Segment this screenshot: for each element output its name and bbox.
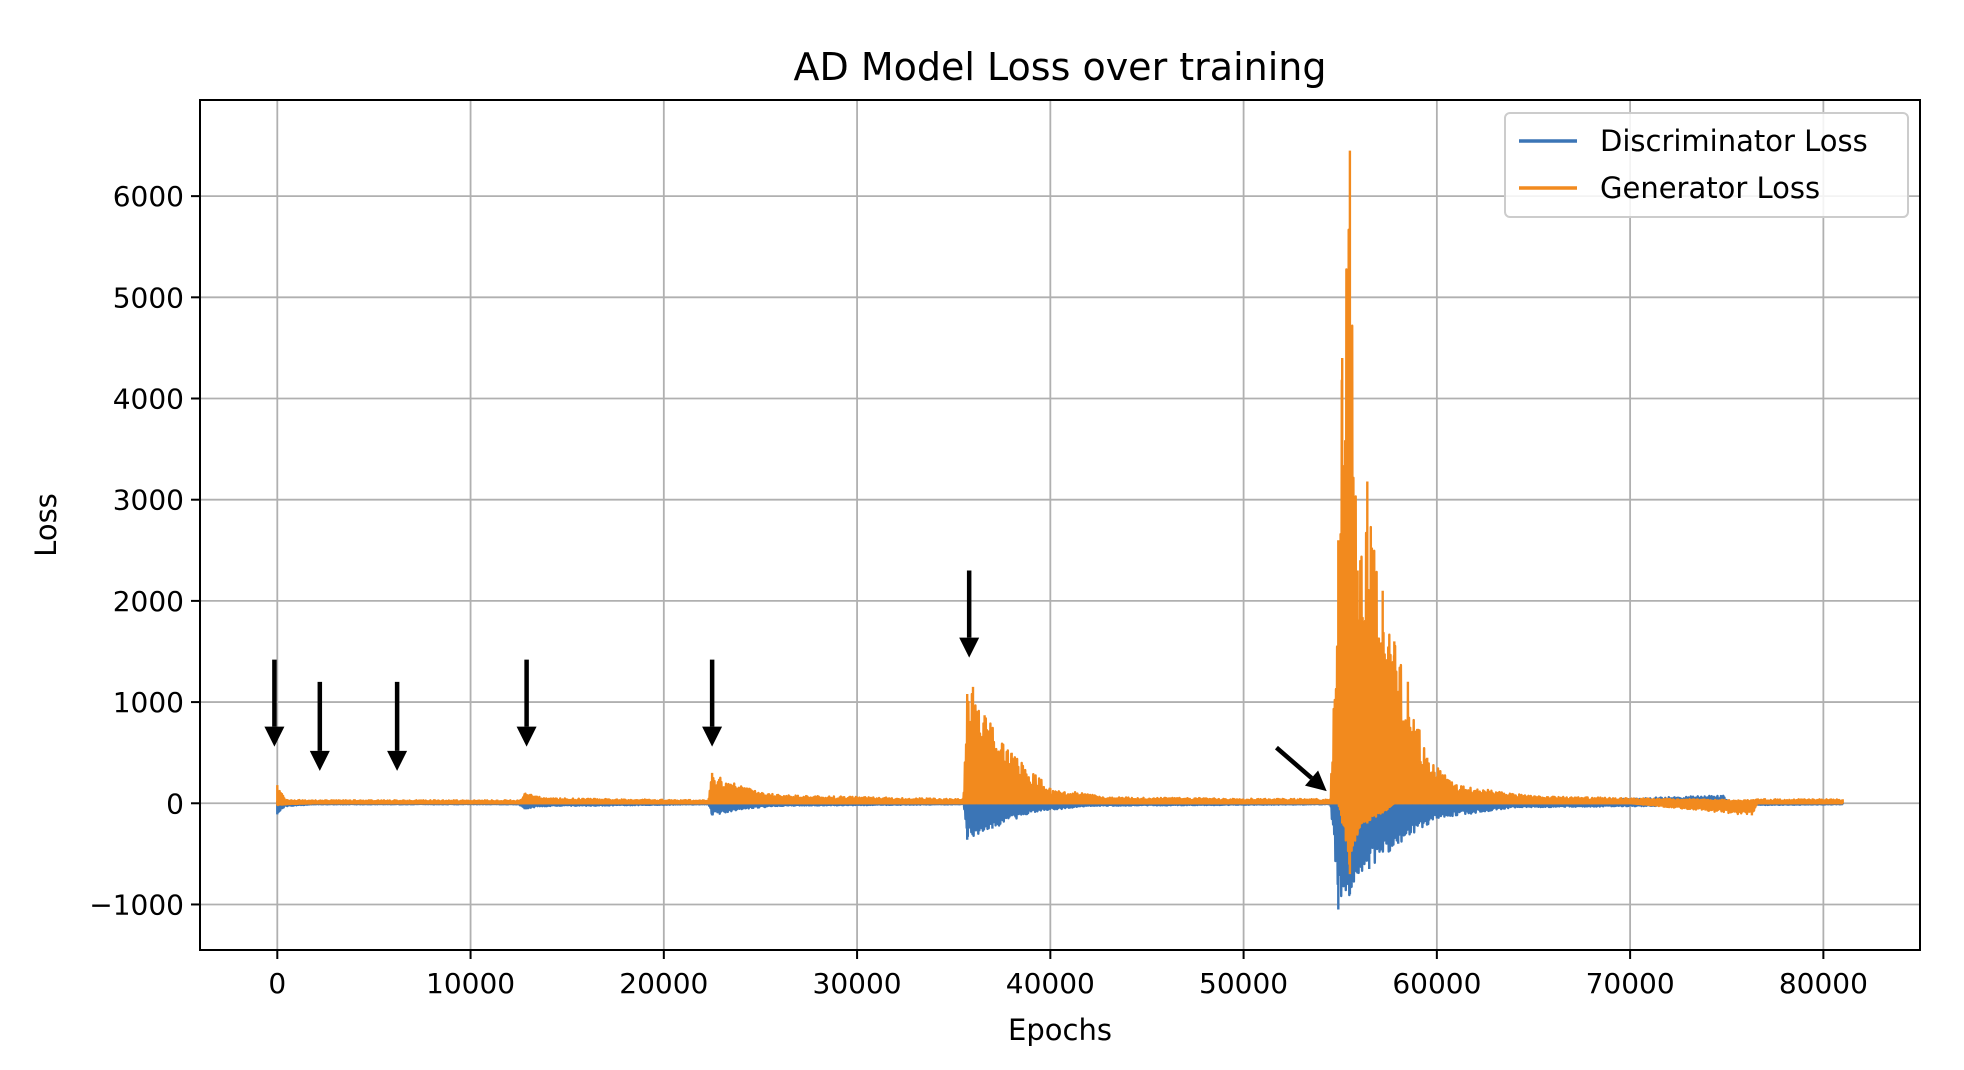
grid-lines (200, 100, 1920, 950)
x-tick-label: 40000 (1006, 967, 1095, 1000)
y-tick-label: 5000 (113, 281, 184, 314)
x-tick-label: 30000 (813, 967, 902, 1000)
arrow-head (264, 726, 285, 747)
y-axis-label: Loss (29, 493, 63, 557)
plot-frame (199, 99, 1921, 951)
y-tick-label: −1000 (89, 888, 184, 921)
y-tick-label: 2000 (113, 585, 184, 618)
x-tick-label: 70000 (1586, 967, 1675, 1000)
y-tick-label: 6000 (113, 180, 184, 213)
legend-box (1504, 112, 1909, 218)
annotation-arrow (959, 570, 980, 658)
annotation-arrow (1274, 745, 1327, 792)
series-line-generator (276, 150, 1844, 875)
y-tick-label: 1000 (113, 686, 184, 719)
x-tick-label: 0 (268, 967, 286, 1000)
arrow-head (1305, 770, 1327, 792)
x-axis-label: Epochs (1008, 1013, 1112, 1047)
legend: Discriminator Loss Generator Loss (1504, 112, 1909, 218)
annotation-arrow (387, 681, 408, 771)
chart-title: AD Model Loss over training (794, 45, 1327, 89)
annotation-arrow (309, 681, 330, 771)
arrow-head (702, 726, 723, 747)
arrow-shaft (1274, 745, 1314, 780)
x-tick-label: 20000 (619, 967, 708, 1000)
legend-label-generator: Generator Loss (1600, 171, 1820, 205)
arrow-head (516, 726, 537, 747)
annotation-arrow (516, 659, 537, 747)
arrow-head (959, 637, 980, 658)
x-tick-label: 80000 (1779, 967, 1868, 1000)
arrow-head (309, 750, 330, 771)
x-tick-label: 60000 (1392, 967, 1481, 1000)
series-line-discriminator (276, 794, 1844, 910)
legend-label-discriminator: Discriminator Loss (1600, 124, 1868, 158)
annotation-arrows (264, 570, 1327, 792)
y-tick-label: 0 (166, 787, 184, 820)
x-tick-label: 50000 (1199, 967, 1288, 1000)
y-tick-label: 3000 (113, 484, 184, 517)
annotation-arrow (264, 659, 285, 747)
y-tick-label: 4000 (113, 383, 184, 416)
arrow-head (387, 750, 408, 771)
axis-ticks: 0 10000 20000 30000 40000 50000 60000 70000 8000… (89, 180, 1868, 1000)
x-tick-label: 10000 (426, 967, 515, 1000)
series-layer (276, 150, 1844, 910)
annotation-arrow (702, 659, 723, 747)
